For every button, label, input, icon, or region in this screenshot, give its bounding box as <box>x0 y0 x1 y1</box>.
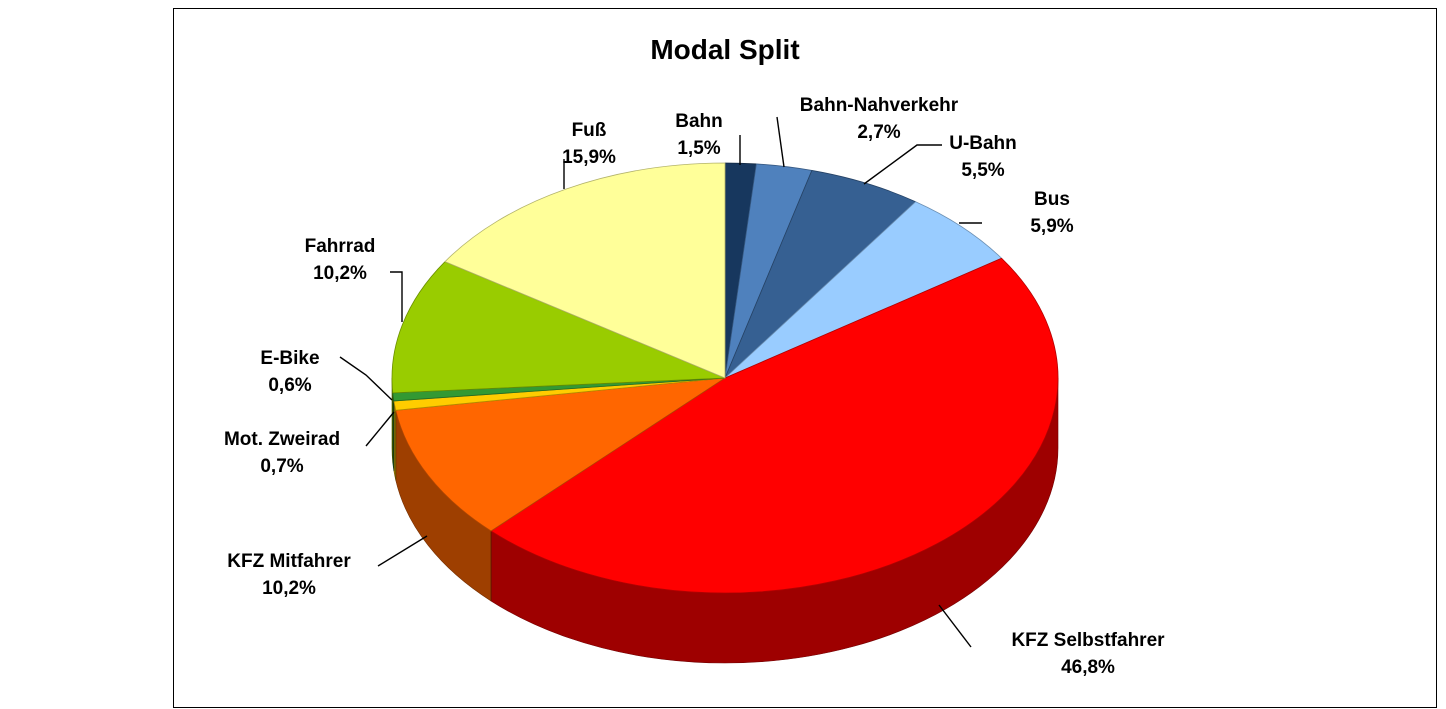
value-u-bahn: 5,5% <box>961 160 1004 181</box>
value-mot-zweirad: 0,7% <box>260 456 303 477</box>
slice-kfz-mitfahrer <box>395 377 726 532</box>
leader-line-e-bike <box>339 356 393 401</box>
label-u-bahn: U-Bahn <box>949 133 1017 154</box>
value-bus: 5,9% <box>1030 216 1073 237</box>
pie-sides <box>391 377 1059 664</box>
value-fahrrad: 10,2% <box>313 263 367 284</box>
label-e-bike: E-Bike <box>260 348 319 369</box>
label-bahn: Bahn <box>675 111 723 132</box>
label-bus: Bus <box>1034 189 1070 210</box>
value-kfz-selbstfahrer: 46,8% <box>1061 657 1115 678</box>
leader-lines <box>339 116 982 648</box>
value-fuss: 15,9% <box>562 147 616 168</box>
value-bahn: 1,5% <box>677 138 720 159</box>
label-bahn-nahverkehr: Bahn-Nahverkehr <box>800 95 959 116</box>
pie-slices <box>391 162 1059 594</box>
label-kfz-selbstfahrer: KFZ Selbstfahrer <box>1011 630 1165 651</box>
leader-line-u-bahn <box>863 144 942 185</box>
label-fahrrad: Fahrrad <box>305 236 376 257</box>
label-fuss: Fuß <box>572 120 607 141</box>
leader-line-bahn-nahverkehr <box>776 116 785 168</box>
slice-fuss <box>444 162 726 379</box>
value-kfz-mitfahrer: 10,2% <box>262 578 316 599</box>
slice-kfz-selbstfahrer <box>490 257 1059 594</box>
leader-line-kfz-selbstfahrer <box>938 604 972 648</box>
pie-chart: Modal Split Bahn 1,5% Bahn-Nahverkehr 2,7% U… <box>224 34 1165 678</box>
leader-line-kfz-mitfahrer <box>377 535 428 567</box>
slice-labels: Bahn 1,5% Bahn-Nahverkehr 2,7% U-Bahn 5,5% Bus… <box>224 95 1165 678</box>
label-mot-zweirad: Mot. Zweirad <box>224 429 340 450</box>
chart-frame: Modal Split Bahn 1,5% Bahn-Nahverkehr 2,7% U… <box>173 8 1437 708</box>
value-bahn-nahverkehr: 2,7% <box>857 122 900 143</box>
label-kfz-mitfahrer: KFZ Mitfahrer <box>227 551 351 572</box>
chart-title: Modal Split <box>650 34 799 65</box>
value-e-bike: 0,6% <box>268 375 311 396</box>
leader-line-fahrrad <box>390 271 403 322</box>
leader-line-mot-zweirad <box>365 411 395 447</box>
slice-fahrrad <box>391 261 726 394</box>
slice-bus <box>724 201 1002 379</box>
